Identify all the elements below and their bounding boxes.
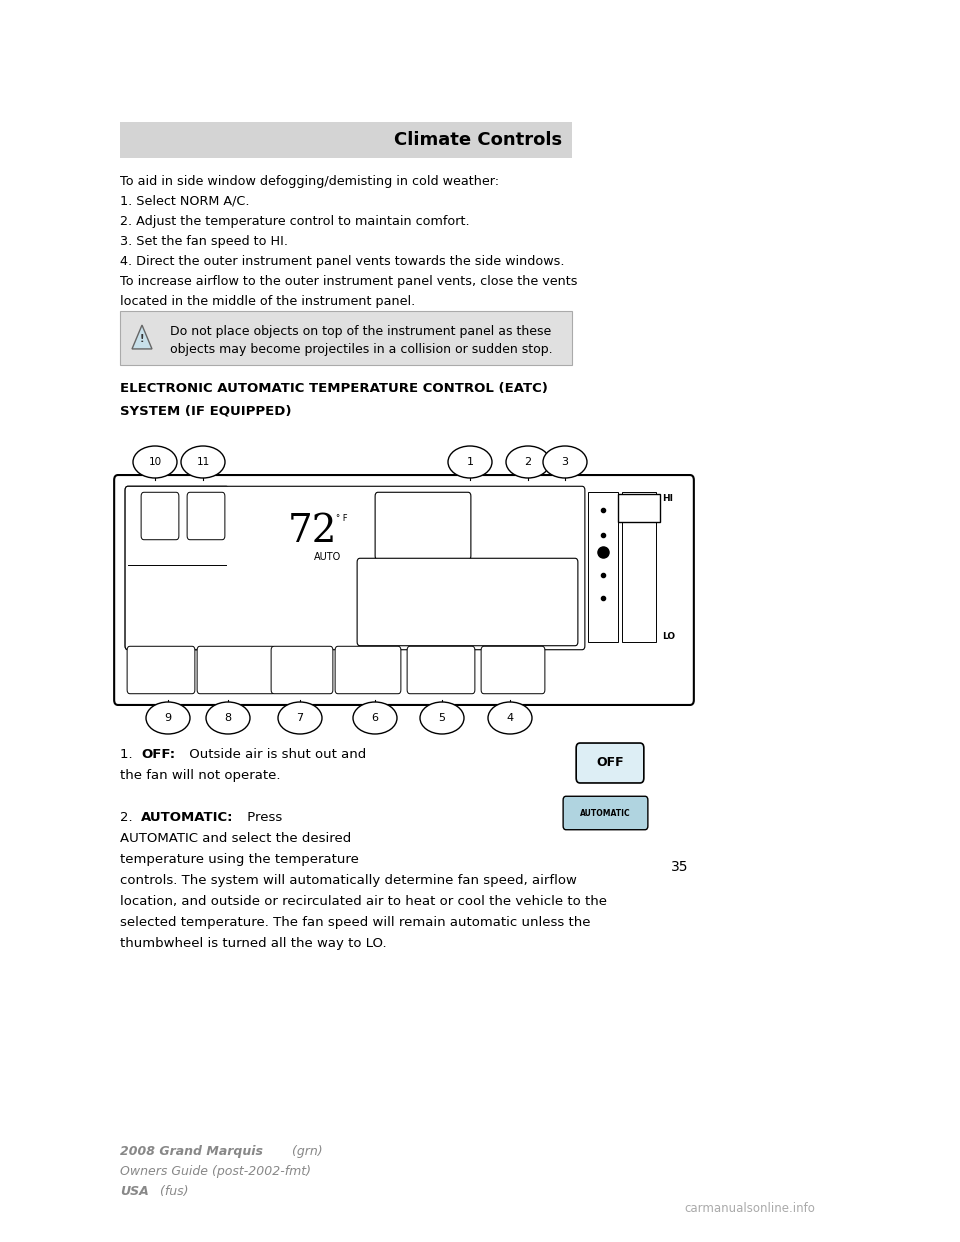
Text: Outside air is shut out and: Outside air is shut out and xyxy=(185,748,367,761)
Text: 10: 10 xyxy=(149,457,161,467)
Ellipse shape xyxy=(278,702,322,734)
Text: !: ! xyxy=(140,334,144,344)
Ellipse shape xyxy=(133,446,177,478)
Ellipse shape xyxy=(543,446,587,478)
FancyBboxPatch shape xyxy=(564,796,648,830)
FancyBboxPatch shape xyxy=(622,492,656,642)
Polygon shape xyxy=(132,325,152,349)
Ellipse shape xyxy=(448,446,492,478)
Text: 2: 2 xyxy=(524,457,532,467)
Text: 1: 1 xyxy=(467,457,473,467)
Text: AUTOMATIC: AUTOMATIC xyxy=(580,809,631,817)
Text: MAX A/C: MAX A/C xyxy=(143,666,180,674)
Text: OFF: OFF xyxy=(596,756,624,770)
FancyBboxPatch shape xyxy=(125,487,585,650)
FancyBboxPatch shape xyxy=(481,646,545,694)
Text: Press: Press xyxy=(243,811,282,823)
FancyBboxPatch shape xyxy=(618,494,660,522)
Text: To aid in side window defogging/demisting in cold weather:: To aid in side window defogging/demistin… xyxy=(120,175,499,188)
Text: temperature using the temperature: temperature using the temperature xyxy=(120,853,359,866)
Text: located in the middle of the instrument panel.: located in the middle of the instrument … xyxy=(120,296,416,308)
Text: carmanualsonline.info: carmanualsonline.info xyxy=(684,1202,815,1215)
Text: 3. Set the fan speed to HI.: 3. Set the fan speed to HI. xyxy=(120,235,288,248)
Text: □: □ xyxy=(524,664,535,674)
Text: AUTO: AUTO xyxy=(314,551,341,561)
Text: (fus): (fus) xyxy=(156,1185,189,1199)
Ellipse shape xyxy=(181,446,225,478)
FancyBboxPatch shape xyxy=(141,492,179,540)
Text: 11: 11 xyxy=(197,457,209,467)
Text: 1. Select NORM A/C.: 1. Select NORM A/C. xyxy=(120,195,250,207)
Text: OFF: OFF xyxy=(412,520,434,532)
Ellipse shape xyxy=(353,702,397,734)
Text: FLR•DEF: FLR•DEF xyxy=(422,666,460,674)
Text: Do not place objects on top of the instrument panel as these: Do not place objects on top of the instr… xyxy=(170,325,551,338)
Text: 4: 4 xyxy=(507,713,514,723)
Text: 2008 Grand Marquis: 2008 Grand Marquis xyxy=(120,1145,263,1158)
Text: ELECTRONIC AUTOMATIC TEMPERATURE CONTROL (EATC): ELECTRONIC AUTOMATIC TEMPERATURE CONTROL… xyxy=(120,383,548,395)
Text: 3: 3 xyxy=(562,457,568,467)
FancyBboxPatch shape xyxy=(125,487,228,650)
Text: 8: 8 xyxy=(225,713,231,723)
Text: LO: LO xyxy=(662,632,675,641)
FancyBboxPatch shape xyxy=(335,646,401,694)
FancyBboxPatch shape xyxy=(120,122,572,158)
FancyBboxPatch shape xyxy=(375,492,470,560)
Text: 9: 9 xyxy=(164,713,172,723)
FancyBboxPatch shape xyxy=(407,646,475,694)
Ellipse shape xyxy=(506,446,550,478)
FancyBboxPatch shape xyxy=(271,646,333,694)
Text: controls. The system will automatically determine fan speed, airflow: controls. The system will automatically … xyxy=(120,874,577,887)
FancyBboxPatch shape xyxy=(114,474,694,705)
Text: selected temperature. The fan speed will remain automatic unless the: selected temperature. The fan speed will… xyxy=(120,917,590,929)
Ellipse shape xyxy=(206,702,250,734)
Text: (grn): (grn) xyxy=(288,1145,323,1158)
Text: 5: 5 xyxy=(439,713,445,723)
Text: thumbwheel is turned all the way to LO.: thumbwheel is turned all the way to LO. xyxy=(120,936,387,950)
Text: DEF: DEF xyxy=(500,666,516,674)
Text: AUTOMATIC: AUTOMATIC xyxy=(440,597,495,606)
FancyBboxPatch shape xyxy=(197,646,275,694)
Text: 4. Direct the outer instrument panel vents towards the side windows.: 4. Direct the outer instrument panel ven… xyxy=(120,255,564,268)
Text: HI: HI xyxy=(662,494,673,503)
Text: 2. Adjust the temperature control to maintain comfort.: 2. Adjust the temperature control to mai… xyxy=(120,215,469,229)
Text: NORM A/C: NORM A/C xyxy=(214,666,257,674)
FancyBboxPatch shape xyxy=(588,492,618,642)
Text: location, and outside or recirculated air to heat or cool the vehicle to the: location, and outside or recirculated ai… xyxy=(120,895,607,908)
Text: VENT: VENT xyxy=(291,666,314,674)
Text: 2.: 2. xyxy=(120,811,137,823)
Text: OUTSIDE TEMP: OUTSIDE TEMP xyxy=(147,642,204,648)
Text: ° F: ° F xyxy=(336,514,348,523)
Ellipse shape xyxy=(488,702,532,734)
Text: Climate Controls: Climate Controls xyxy=(395,130,563,149)
Text: Owners Guide (post-2002-fmt): Owners Guide (post-2002-fmt) xyxy=(120,1165,311,1177)
FancyBboxPatch shape xyxy=(576,743,644,782)
Ellipse shape xyxy=(146,702,190,734)
Text: SYSTEM (IF EQUIPPED): SYSTEM (IF EQUIPPED) xyxy=(120,404,292,417)
Text: AUTOMATIC and select the desired: AUTOMATIC and select the desired xyxy=(120,832,351,845)
Text: AUTOMATIC:: AUTOMATIC: xyxy=(141,811,233,823)
Text: 35: 35 xyxy=(671,859,688,874)
FancyBboxPatch shape xyxy=(127,646,195,694)
Text: 6: 6 xyxy=(372,713,378,723)
Text: USA: USA xyxy=(120,1185,149,1199)
Ellipse shape xyxy=(420,702,464,734)
Text: FLOOR: FLOOR xyxy=(353,666,382,674)
Text: To increase airflow to the outer instrument panel vents, close the vents: To increase airflow to the outer instrum… xyxy=(120,274,578,288)
Text: objects may become projectiles in a collision or sudden stop.: objects may become projectiles in a coll… xyxy=(170,343,553,356)
FancyBboxPatch shape xyxy=(120,310,572,365)
Text: 1.: 1. xyxy=(120,748,137,761)
FancyBboxPatch shape xyxy=(357,558,578,646)
FancyBboxPatch shape xyxy=(187,492,225,540)
Text: 7: 7 xyxy=(297,713,303,723)
Text: OFF:: OFF: xyxy=(141,748,176,761)
Text: the fan will not operate.: the fan will not operate. xyxy=(120,769,280,782)
Text: 72: 72 xyxy=(288,513,338,550)
